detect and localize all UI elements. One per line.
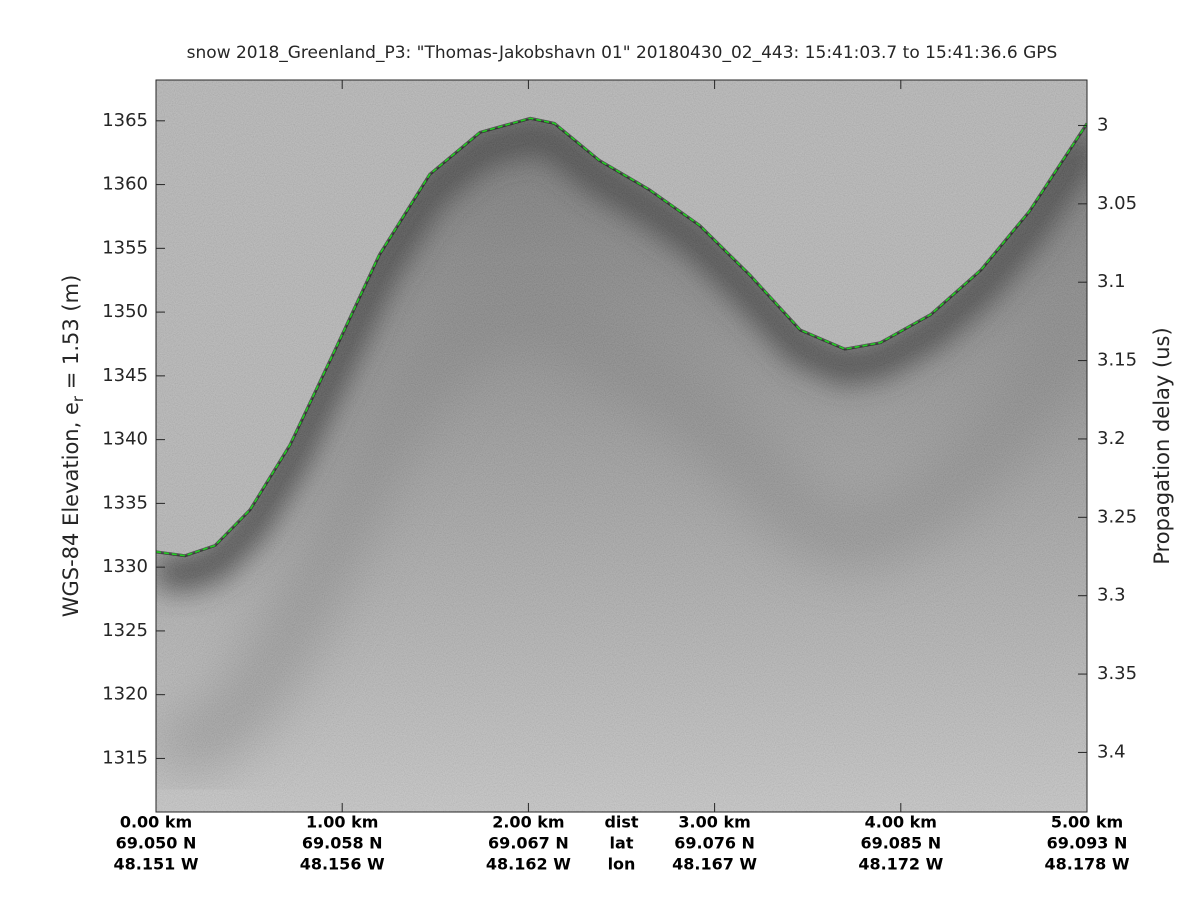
y-tick-label: 1335 xyxy=(102,492,148,513)
y-tick-label: 1355 xyxy=(102,237,148,258)
x-lon-label: 48.178 W xyxy=(1045,855,1130,874)
x-lon-label: 48.162 W xyxy=(486,855,571,874)
y-tick-label: 1340 xyxy=(102,429,148,450)
x-lat-label: 69.085 N xyxy=(860,834,941,853)
x-tick-label: 0.00 km xyxy=(120,813,192,832)
x-lon-label: 48.151 W xyxy=(114,855,199,874)
plot-area xyxy=(156,80,1087,812)
x-tick-label: 2.00 km xyxy=(492,813,564,832)
x-lat-label: 69.058 N xyxy=(302,834,383,853)
x-lat-label: 69.050 N xyxy=(116,834,197,853)
y2-tick-label: 3.35 xyxy=(1097,663,1137,684)
x-row-label: lon xyxy=(608,855,636,874)
y-tick-label: 1345 xyxy=(102,365,148,386)
x-lat-label: 69.076 N xyxy=(674,834,755,853)
y-tick-label: 1325 xyxy=(102,620,148,641)
x-lon-label: 48.156 W xyxy=(300,855,385,874)
y-tick-label: 1365 xyxy=(102,110,148,131)
y2-tick-label: 3 xyxy=(1097,114,1108,135)
y2-tick-label: 3.2 xyxy=(1097,428,1126,449)
x-lat-label: 69.093 N xyxy=(1047,834,1128,853)
y2-tick-label: 3.4 xyxy=(1097,741,1126,762)
x-tick-label: 3.00 km xyxy=(678,813,750,832)
x-lon-label: 48.172 W xyxy=(858,855,943,874)
y-axis-label: WGS-84 Elevation, er = 1.53 (m) xyxy=(59,275,87,618)
y-tick-label: 1360 xyxy=(102,174,148,195)
chart-title: snow 2018_Greenland_P3: "Thomas-Jakobsha… xyxy=(187,43,1058,63)
y2-tick-label: 3.15 xyxy=(1097,350,1137,371)
x-lat-label: 69.067 N xyxy=(488,834,569,853)
y2-axis-label: Propagation delay (us) xyxy=(1150,327,1174,564)
x-row-label: dist xyxy=(604,813,638,832)
x-lon-label: 48.167 W xyxy=(672,855,757,874)
x-tick-label: 4.00 km xyxy=(865,813,937,832)
y2-tick-label: 3.05 xyxy=(1097,193,1137,214)
y-tick-label: 1320 xyxy=(102,684,148,705)
y-tick-label: 1350 xyxy=(102,301,148,322)
x-tick-label: 1.00 km xyxy=(306,813,378,832)
x-row-label: lat xyxy=(610,834,634,853)
y2-tick-label: 3.3 xyxy=(1097,585,1126,606)
x-tick-label: 5.00 km xyxy=(1051,813,1123,832)
y2-tick-label: 3.25 xyxy=(1097,506,1137,527)
y2-tick-label: 3.1 xyxy=(1097,271,1126,292)
y-tick-label: 1330 xyxy=(102,556,148,577)
y-tick-label: 1315 xyxy=(102,747,148,768)
plot-frame xyxy=(155,79,1088,813)
surface-line-shadow xyxy=(156,116,1087,558)
echogram-noise xyxy=(156,80,1087,812)
